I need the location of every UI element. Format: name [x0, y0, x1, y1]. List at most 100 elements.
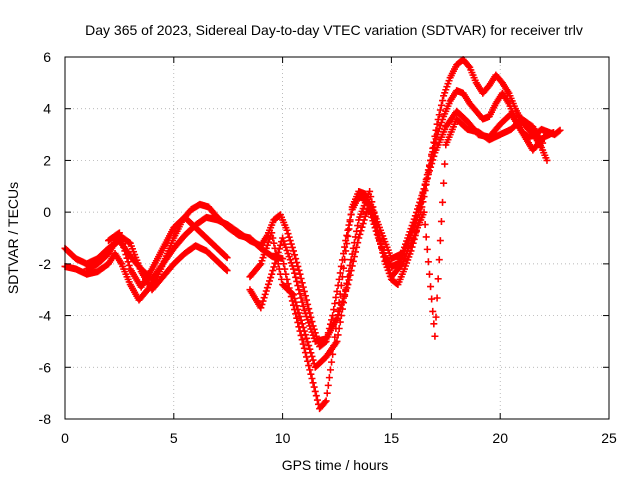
data-point [292, 255, 300, 263]
data-point [291, 295, 299, 303]
data-point [301, 331, 309, 339]
data-point [295, 266, 303, 274]
data-point [119, 240, 127, 248]
data-point [295, 286, 303, 294]
data-point [432, 135, 440, 143]
data-point [333, 314, 341, 322]
data-point [378, 243, 386, 251]
data-point [116, 232, 124, 240]
data-point [370, 208, 378, 216]
data-point [222, 253, 230, 261]
data-point [299, 302, 307, 310]
data-point [328, 358, 336, 366]
data-point [345, 221, 353, 229]
data-point [465, 62, 473, 70]
data-point [270, 263, 278, 271]
data-point [336, 269, 344, 277]
x-axis-label: GPS time / hours [282, 457, 389, 473]
data-point [299, 340, 307, 348]
x-tick-label: 20 [492, 430, 508, 446]
data-point [382, 256, 390, 264]
data-point [292, 298, 300, 306]
data-point [373, 224, 381, 232]
data-point [269, 267, 277, 275]
data-point [298, 298, 306, 306]
data-point [428, 295, 436, 303]
data-point [274, 260, 282, 268]
data-point [384, 263, 392, 271]
data-point [424, 170, 432, 178]
data-point [310, 383, 318, 391]
data-point [440, 179, 448, 187]
data-point [437, 217, 445, 225]
data-point [121, 247, 129, 255]
data-point [292, 273, 300, 281]
data-point [262, 287, 270, 295]
data-point [347, 256, 355, 264]
data-point [298, 336, 306, 344]
data-point [304, 338, 312, 346]
data-point [550, 129, 558, 137]
data-point [342, 237, 350, 245]
series-arc-4 [105, 115, 547, 371]
data-point [306, 345, 314, 353]
data-point [275, 265, 283, 273]
data-point [418, 192, 426, 200]
data-point [439, 198, 447, 206]
data-point [359, 220, 367, 228]
data-point [258, 300, 266, 308]
data-point [332, 293, 340, 301]
data-point [307, 370, 315, 378]
data-point [288, 243, 296, 251]
data-point [268, 229, 276, 237]
data-point [369, 203, 377, 211]
data-point [123, 254, 131, 262]
data-point [420, 208, 428, 216]
y-tick-label: 2 [43, 152, 51, 168]
y-tick-label: 4 [43, 101, 51, 117]
data-point [296, 313, 304, 321]
data-point [304, 300, 312, 308]
data-point [299, 283, 307, 291]
data-point [309, 379, 317, 387]
data-point [381, 253, 389, 261]
data-point [222, 266, 230, 274]
data-point [264, 280, 272, 288]
data-point [419, 188, 427, 196]
data-point [268, 270, 276, 278]
data-point [284, 230, 292, 238]
plot-frame [64, 56, 610, 420]
data-point [555, 127, 563, 135]
data-point [422, 178, 430, 186]
data-point [383, 259, 391, 267]
data-point [366, 187, 374, 195]
data-point [276, 241, 284, 249]
data-point [122, 251, 130, 259]
data-point [260, 294, 268, 302]
data-point [354, 222, 362, 230]
data-point [379, 246, 387, 254]
data-point [441, 160, 449, 168]
data-point [375, 234, 383, 242]
data-point [331, 300, 339, 308]
data-point [433, 120, 441, 128]
data-point [362, 209, 370, 217]
data-point [266, 277, 274, 285]
data-point [355, 234, 363, 242]
data-point [259, 297, 267, 305]
data-point [371, 213, 379, 221]
data-point [341, 292, 349, 300]
data-point [300, 287, 308, 295]
data-point [344, 281, 352, 289]
data-point [347, 211, 355, 219]
data-point [270, 239, 278, 247]
data-point [296, 270, 304, 278]
data-point [368, 198, 376, 206]
data-point [435, 111, 443, 119]
data-point [306, 366, 314, 374]
data-point [341, 243, 349, 251]
data-point [411, 212, 419, 220]
data-point [115, 229, 123, 237]
data-point [421, 221, 429, 229]
